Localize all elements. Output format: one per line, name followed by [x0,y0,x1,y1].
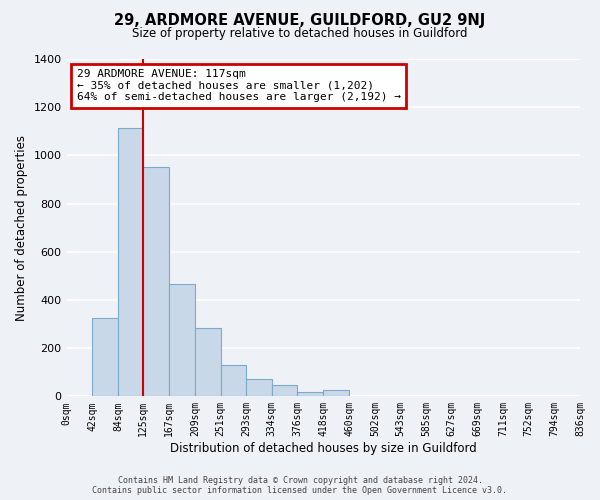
Bar [247,380,272,396]
Bar [118,128,143,396]
Bar [195,328,221,396]
Bar [323,390,349,396]
Bar [92,318,118,396]
Bar [143,168,169,396]
X-axis label: Distribution of detached houses by size in Guildford: Distribution of detached houses by size … [170,442,476,455]
Bar [272,386,298,396]
Text: 29 ARDMORE AVENUE: 117sqm
← 35% of detached houses are smaller (1,202)
64% of se: 29 ARDMORE AVENUE: 117sqm ← 35% of detac… [77,69,401,102]
Y-axis label: Number of detached properties: Number of detached properties [15,134,28,320]
Bar [221,365,247,396]
Bar [298,392,323,396]
Text: Contains HM Land Registry data © Crown copyright and database right 2024.
Contai: Contains HM Land Registry data © Crown c… [92,476,508,495]
Text: 29, ARDMORE AVENUE, GUILDFORD, GU2 9NJ: 29, ARDMORE AVENUE, GUILDFORD, GU2 9NJ [115,12,485,28]
Text: Size of property relative to detached houses in Guildford: Size of property relative to detached ho… [132,28,468,40]
Bar [169,284,195,397]
